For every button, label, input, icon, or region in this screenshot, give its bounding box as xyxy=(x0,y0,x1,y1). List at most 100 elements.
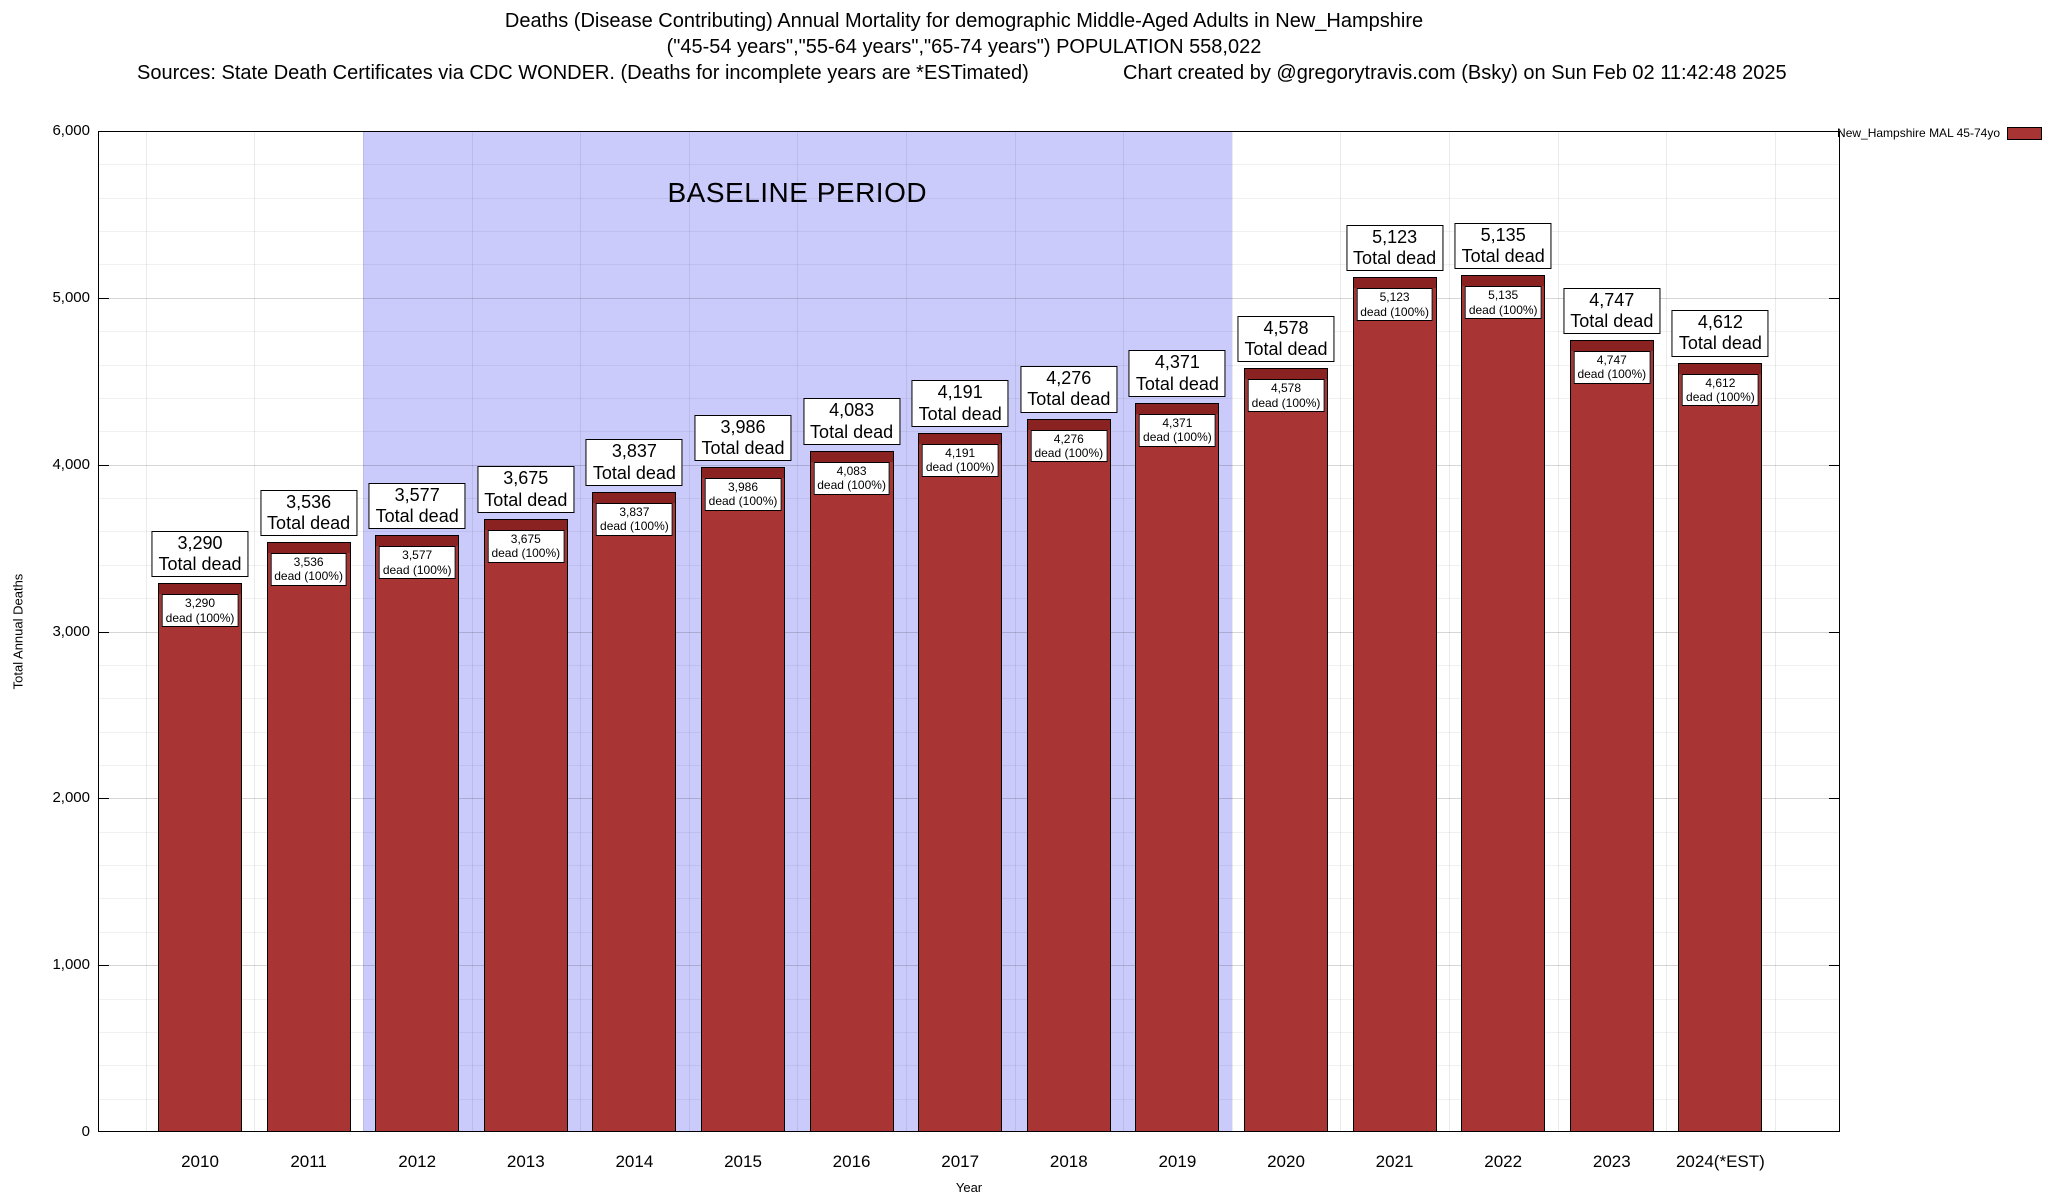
bar-total-label: 3,837 Total dead xyxy=(585,439,683,486)
bar: 3,675 dead (100%) xyxy=(483,518,568,1132)
bar: 4,276 dead (100%) xyxy=(1026,418,1111,1132)
bar: 3,290 dead (100%) xyxy=(158,583,242,1132)
bar-inner-label: 4,578 dead (100%) xyxy=(1247,379,1325,413)
major-gridline xyxy=(98,297,1840,299)
bar-top-cap xyxy=(1679,363,1762,374)
y-tick-mark xyxy=(99,297,109,299)
bar-top-cap xyxy=(593,492,676,503)
bar-total-label: 3,986 Total dead xyxy=(694,414,792,462)
bar-top-cap xyxy=(702,468,784,478)
y-axis-tick-label: 2,000 xyxy=(52,789,90,807)
bar-top-cap xyxy=(376,536,459,547)
bar-inner-label: 4,191 dead (100%) xyxy=(921,443,999,477)
minor-gridline xyxy=(98,264,1840,266)
minor-gridline xyxy=(98,364,1840,366)
bar-total-label: 3,577 Total dead xyxy=(368,482,466,530)
bar-top-cap xyxy=(159,584,241,595)
x-axis-tick-label: 2021 xyxy=(1375,1152,1414,1171)
x-axis-title: Year xyxy=(955,1180,983,1195)
bar: 3,536 dead (100%) xyxy=(266,542,351,1132)
bar-total-label: 3,536 Total dead xyxy=(260,489,358,537)
bar: 4,083 dead (100%) xyxy=(809,450,894,1132)
bar: 4,371 dead (100%) xyxy=(1135,402,1220,1132)
y-tick-mark xyxy=(99,631,109,633)
x-axis-tick-label: 2017 xyxy=(941,1152,980,1171)
x-axis-tick-label: 2018 xyxy=(1049,1152,1088,1171)
chart-sources-note: Sources: State Death Certificates via CD… xyxy=(137,62,1029,84)
bar: 4,747 dead (100%) xyxy=(1569,340,1654,1132)
bar-inner-label: 3,986 dead (100%) xyxy=(704,478,782,511)
bar-total-label: 3,675 Total dead xyxy=(477,466,575,513)
vertical-gridline xyxy=(362,131,364,1132)
bar-top-cap xyxy=(1353,278,1436,289)
bar-total-label: 4,578 Total dead xyxy=(1237,315,1335,363)
minor-gridline xyxy=(98,331,1840,333)
bar-total-label: 4,371 Total dead xyxy=(1128,350,1226,397)
bar-total-label: 4,747 Total dead xyxy=(1563,287,1661,335)
chart-credit-note: Chart created by @gregorytravis.com (Bsk… xyxy=(1123,62,1787,84)
bar-inner-label: 3,290 dead (100%) xyxy=(161,594,239,627)
x-axis-tick-label: 2016 xyxy=(832,1152,871,1171)
vertical-gridline xyxy=(1340,131,1342,1132)
y-axis-tick-label: 6,000 xyxy=(52,122,90,139)
vertical-gridline xyxy=(1666,131,1668,1132)
bar-top-cap xyxy=(1570,341,1653,352)
minor-gridline xyxy=(98,231,1840,233)
bar-total-label: 4,612 Total dead xyxy=(1671,310,1769,357)
vertical-gridline xyxy=(580,131,582,1132)
bar: 4,612 dead (100%) xyxy=(1678,362,1763,1132)
x-axis-tick-label: 2012 xyxy=(398,1152,437,1171)
x-axis-tick-label: 2022 xyxy=(1484,1152,1523,1171)
x-axis-tick-label: 2023 xyxy=(1592,1152,1631,1171)
x-axis-tick-label: 2013 xyxy=(506,1152,545,1171)
vertical-gridline xyxy=(797,131,799,1132)
x-axis-tick-label: 2015 xyxy=(724,1152,762,1171)
chart-subtitle: ("45-54 years","55-64 years","65-74 year… xyxy=(666,36,1262,58)
vertical-gridline xyxy=(1557,131,1559,1132)
y-tick-mark xyxy=(1829,965,1839,967)
bar-top-cap xyxy=(1136,403,1219,414)
bar-total-label: 4,191 Total dead xyxy=(911,380,1009,427)
bar-inner-label: 3,577 dead (100%) xyxy=(378,546,456,580)
vertical-gridline xyxy=(1123,131,1125,1132)
minor-gridline xyxy=(98,197,1840,199)
vertical-gridline xyxy=(471,131,473,1132)
y-axis-tick-label: 5,000 xyxy=(52,288,90,306)
bar-top-cap xyxy=(1245,369,1327,380)
legend-color-swatch-icon xyxy=(2007,126,2042,140)
bar: 4,578 dead (100%) xyxy=(1244,368,1328,1132)
y-axis-tick-label: 3,000 xyxy=(52,622,90,640)
y-tick-mark xyxy=(99,965,109,967)
vertical-gridline xyxy=(688,131,690,1132)
bar: 3,577 dead (100%) xyxy=(375,535,460,1132)
bar-total-label: 4,083 Total dead xyxy=(803,398,901,445)
bar-inner-label: 3,837 dead (100%) xyxy=(596,502,673,536)
legend: New_Hampshire MAL 45-74yo xyxy=(1837,126,2042,140)
bar-inner-label: 4,371 dead (100%) xyxy=(1139,413,1216,447)
bar: 5,123 dead (100%) xyxy=(1352,277,1437,1132)
x-axis-tick-label: 2024(*EST) xyxy=(1675,1152,1765,1171)
bar-top-cap xyxy=(810,451,893,462)
x-axis-tick-label: 2010 xyxy=(181,1152,219,1171)
bar: 4,191 dead (100%) xyxy=(918,432,1003,1132)
bar-total-label: 3,290 Total dead xyxy=(151,530,249,578)
bar-top-cap xyxy=(267,543,350,554)
bar-inner-label: 4,612 dead (100%) xyxy=(1682,373,1759,407)
y-tick-mark xyxy=(1829,798,1839,800)
x-axis-tick-label: 2019 xyxy=(1158,1152,1197,1171)
minor-gridline xyxy=(98,431,1840,433)
y-tick-mark xyxy=(99,464,109,466)
vertical-gridline xyxy=(1774,131,1776,1132)
y-axis-tick-label: 1,000 xyxy=(52,956,90,974)
bar-inner-label: 5,135 dead (100%) xyxy=(1464,286,1542,320)
bar: 3,837 dead (100%) xyxy=(592,491,677,1132)
baseline-label: BASELINE PERIOD xyxy=(667,177,928,208)
bar-inner-label: 5,123 dead (100%) xyxy=(1356,288,1433,322)
y-tick-mark xyxy=(1829,631,1839,633)
minor-gridline xyxy=(98,164,1840,166)
bar-top-cap xyxy=(1462,276,1545,287)
bar-inner-label: 3,675 dead (100%) xyxy=(487,529,565,563)
bar-total-label: 5,123 Total dead xyxy=(1346,224,1444,272)
